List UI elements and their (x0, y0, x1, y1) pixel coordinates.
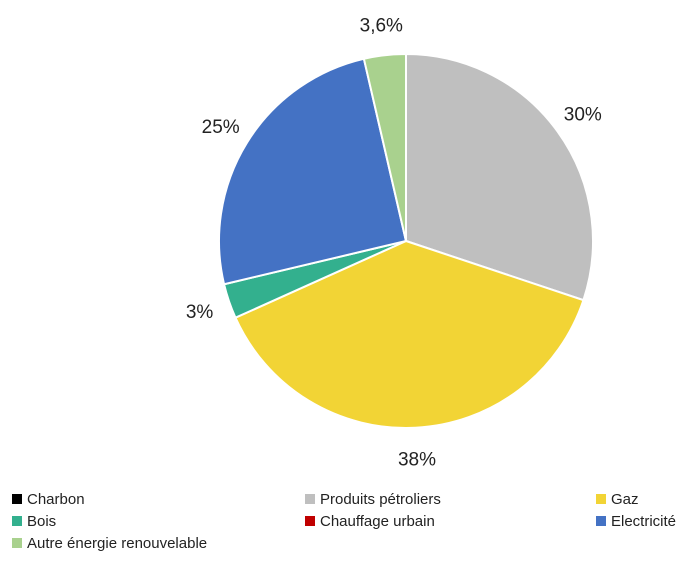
data-label-bois: 3% (186, 302, 214, 323)
legend-label-produits-petroliers: Produits pétroliers (320, 491, 441, 508)
legend-item-produits-petroliers: Produits pétroliers (305, 491, 441, 508)
legend-item-electricite: Electricité (596, 513, 676, 530)
legend-swatch-charbon (12, 494, 22, 504)
data-label-gaz: 38% (398, 450, 436, 471)
legend-swatch-gaz (596, 494, 606, 504)
legend-label-bois: Bois (27, 513, 56, 530)
legend-item-charbon: Charbon (12, 491, 85, 508)
data-label-autre-energie-renouvelable: 3,6% (360, 15, 403, 36)
legend-swatch-electricite (596, 516, 606, 526)
legend-item-bois: Bois (12, 513, 56, 530)
legend-label-charbon: Charbon (27, 491, 85, 508)
legend-label-autre-energie-renouvelable: Autre énergie renouvelable (27, 535, 207, 552)
legend-swatch-chauffage-urbain (305, 516, 315, 526)
legend-item-autre-energie-renouvelable: Autre énergie renouvelable (12, 535, 207, 552)
data-label-produits-petroliers: 30% (564, 105, 602, 126)
legend-swatch-produits-petroliers (305, 494, 315, 504)
legend-label-electricite: Electricité (611, 513, 676, 530)
legend-label-chauffage-urbain: Chauffage urbain (320, 513, 435, 530)
legend-swatch-bois (12, 516, 22, 526)
pie-slices (219, 54, 593, 428)
legend-label-gaz: Gaz (611, 491, 639, 508)
legend-swatch-autre-energie-renouvelable (12, 538, 22, 548)
data-label-electricite: 25% (202, 117, 240, 138)
legend-item-gaz: Gaz (596, 491, 639, 508)
legend: Charbon Produits pétroliers Gaz Bois Chauffa… (12, 491, 676, 552)
legend-item-chauffage-urbain: Chauffage urbain (305, 513, 435, 530)
